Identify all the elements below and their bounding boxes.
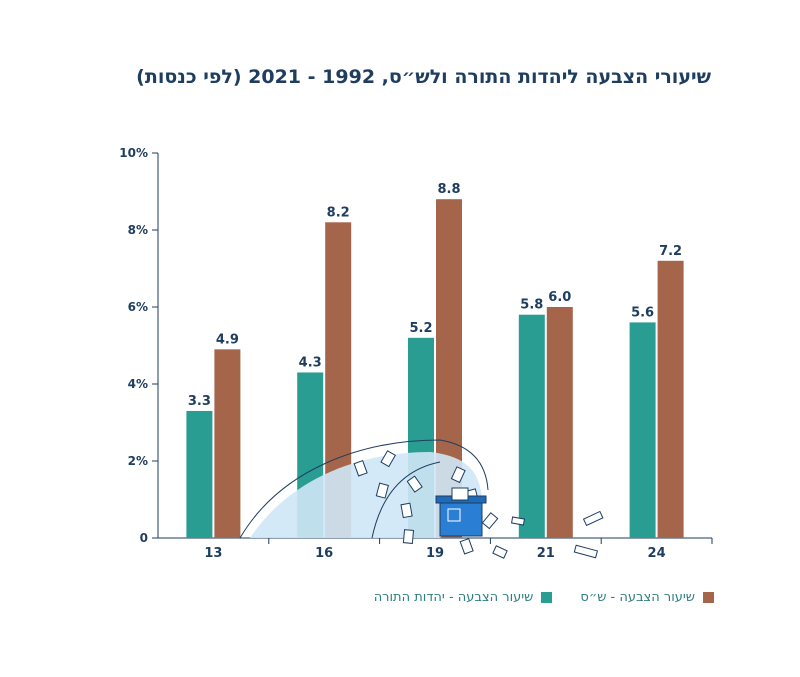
bar xyxy=(214,349,241,538)
x-tick-label: 16 xyxy=(315,546,333,561)
data-label: 4.3 xyxy=(299,355,322,370)
ballot-box-icon xyxy=(435,487,487,537)
legend-label-utj: שיעור הצבעה - יהדות התורה xyxy=(373,590,534,605)
data-label: 3.3 xyxy=(188,394,211,409)
ballot-arc-line xyxy=(239,439,489,539)
x-tick-label: 24 xyxy=(648,546,666,561)
y-tick-label: 8% xyxy=(128,223,148,237)
data-label: 5.2 xyxy=(409,321,432,336)
y-tick-label: 4% xyxy=(128,377,148,391)
y-tick-label: 0 xyxy=(140,531,148,545)
y-tick-label: 10% xyxy=(119,146,148,160)
chart-title: שיעורי הצבעה ליהדות התורה ולש״ס, 1992 - … xyxy=(136,66,711,88)
x-tick-label: 13 xyxy=(204,546,222,561)
data-label: 5.8 xyxy=(520,298,543,313)
legend-item-utj: שיעור הצבעה - יהדות התורה xyxy=(374,590,553,605)
data-label: 4.9 xyxy=(216,332,239,347)
legend-label-shas: שיעור הצבעה - ש״ס xyxy=(580,590,695,605)
y-tick-label: 6% xyxy=(128,300,148,314)
bar xyxy=(657,260,684,538)
data-label: 8.2 xyxy=(327,205,350,220)
legend-item-shas: שיעור הצבעה - ש״ס xyxy=(580,590,714,605)
legend: שיעור הצבעה - ש״ס שיעור הצבעה - יהדות הת… xyxy=(346,590,714,605)
ballot-arc-line-inner xyxy=(371,461,441,539)
data-label: 5.6 xyxy=(631,305,654,320)
bar xyxy=(518,314,545,538)
bar xyxy=(186,410,213,538)
ballot-arc-shadow xyxy=(250,452,482,538)
legend-swatch-utj xyxy=(541,592,553,603)
legend-swatch-shas xyxy=(703,592,714,603)
y-tick-label: 2% xyxy=(128,454,148,468)
x-tick-label: 21 xyxy=(537,546,555,561)
data-label: 6.0 xyxy=(548,290,571,305)
data-label: 8.8 xyxy=(437,182,460,197)
ballot-box-illustration xyxy=(239,439,604,559)
flying-ballots xyxy=(353,450,604,559)
bar xyxy=(546,307,573,538)
bar xyxy=(629,322,656,538)
data-label: 7.2 xyxy=(659,244,682,259)
x-tick-label: 19 xyxy=(426,546,444,561)
